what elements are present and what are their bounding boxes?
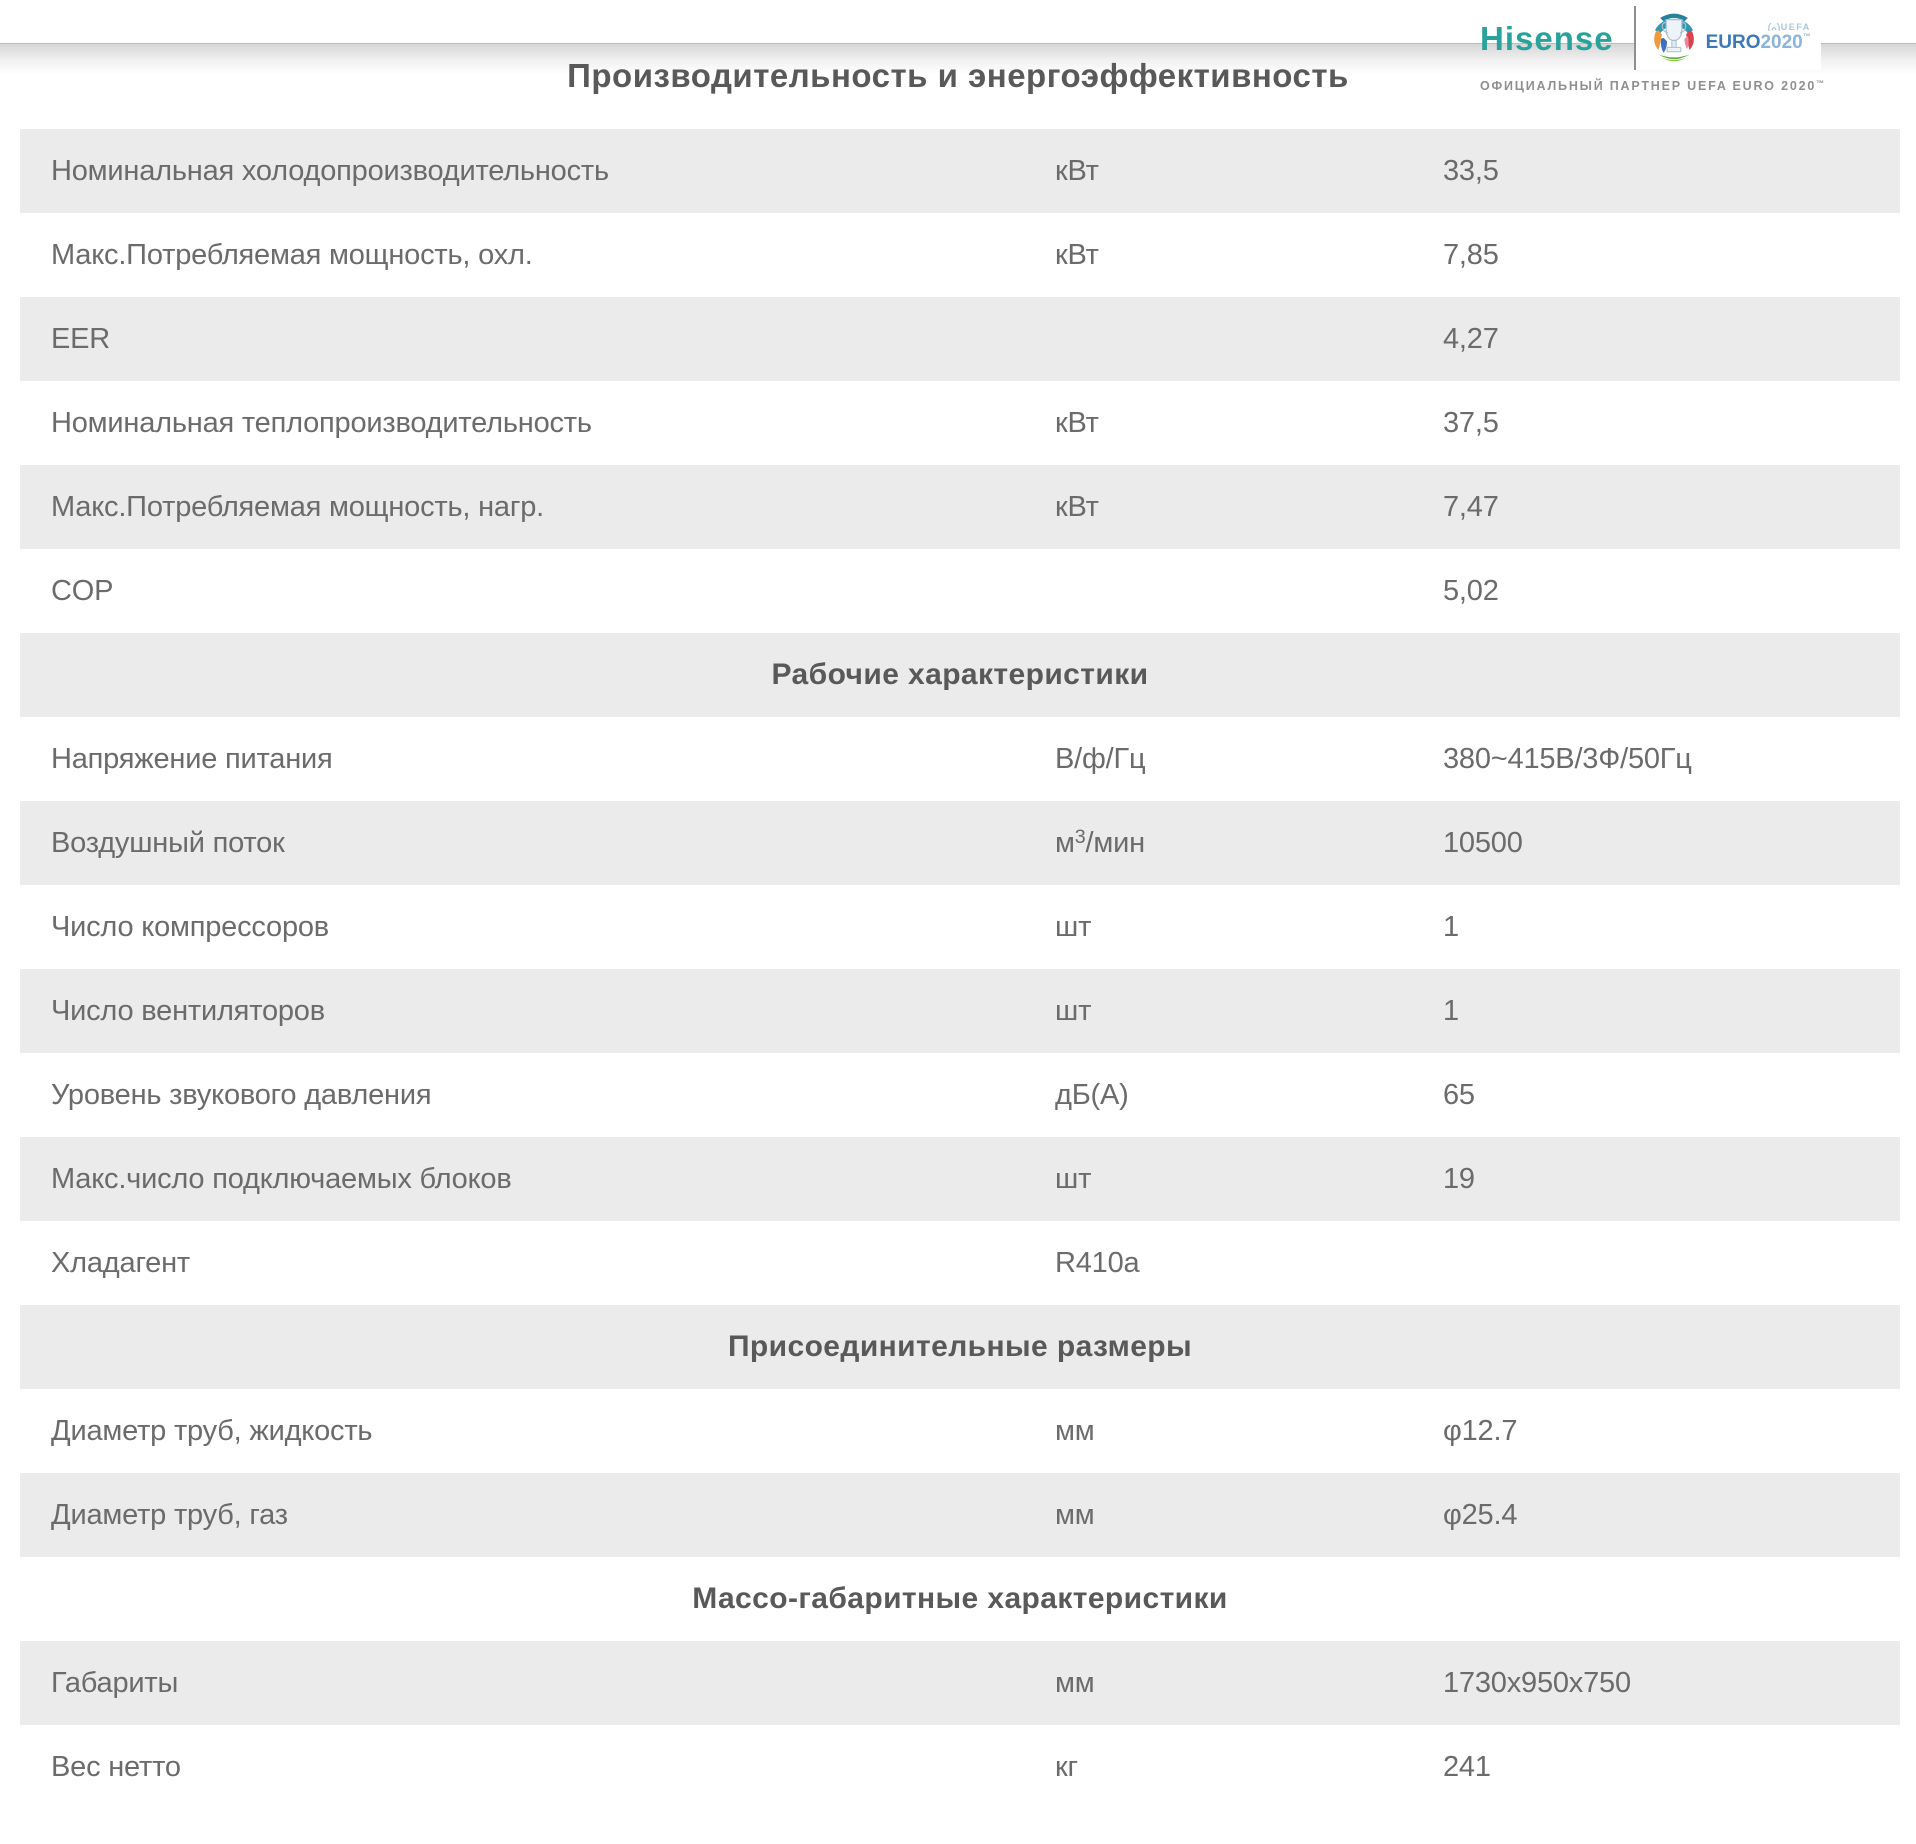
header-divider-rule	[0, 43, 1916, 75]
spec-label: Диаметр труб, жидкость	[51, 1414, 373, 1447]
official-partner-text: ОФИЦИАЛЬНЫЙ ПАРТНЕР UEFA EURO 2020™	[1480, 79, 1825, 93]
spec-value: 65	[1443, 1078, 1475, 1111]
spec-value: 5,02	[1443, 574, 1499, 607]
uefa-euro2020-logo: UEFA EURO2020™	[1633, 6, 1821, 70]
page-title: Производительность и энергоэффективность	[567, 57, 1349, 94]
spec-label: Габариты	[51, 1666, 179, 1699]
spec-value: 380~415В/3Ф/50Гц	[1443, 742, 1692, 775]
section-title: Рабочие характеристики	[771, 658, 1149, 691]
spec-unit: шт	[1055, 1162, 1092, 1195]
table-row: Макс.число подключаемых блоков шт 19	[20, 1137, 1900, 1221]
spec-unit: кг	[1055, 1750, 1078, 1783]
spec-label: Уровень звукового давления	[51, 1078, 432, 1111]
table-row: Макс.Потребляемая мощность, охл. кВт 7,85	[20, 213, 1900, 297]
spec-label: Макс.число подключаемых блоков	[51, 1162, 512, 1195]
spec-label: Макс.Потребляемая мощность, охл.	[51, 238, 533, 271]
uefa-crest-icon: UEFA	[1767, 22, 1811, 32]
euro2020-wordmark: UEFA EURO2020™	[1706, 22, 1811, 52]
table-row: Уровень звукового давления дБ(А) 65	[20, 1053, 1900, 1137]
table-row: Диаметр труб, газ мм φ25.4	[20, 1473, 1900, 1557]
spec-label: Номинальная теплопроизводительность	[51, 406, 592, 439]
spec-label: Напряжение питания	[51, 742, 333, 775]
table-row: Номинальная теплопроизводительность кВт 37…	[20, 381, 1900, 465]
spec-label: Хладагент	[51, 1246, 191, 1279]
table-row: Число компрессоров шт 1	[20, 885, 1900, 969]
spec-label: Воздушный поток	[51, 826, 285, 859]
spec-value: 33,5	[1443, 154, 1499, 187]
table-row: Макс.Потребляемая мощность, нагр. кВт 7,47	[20, 465, 1900, 549]
spec-label: Номинальная холодопроизводительность	[51, 154, 609, 187]
spec-unit: кВт	[1055, 238, 1099, 271]
spec-table: Номинальная холодопроизводительность кВт 3…	[20, 129, 1900, 1809]
table-row: Номинальная холодопроизводительность кВт 3…	[20, 129, 1900, 213]
spec-unit: мм	[1055, 1414, 1095, 1447]
spec-value: φ25.4	[1443, 1498, 1518, 1531]
spec-unit: кВт	[1055, 406, 1099, 439]
spec-unit: мм	[1055, 1666, 1095, 1699]
brand-logos-row: Hisense	[1480, 6, 1821, 70]
euro2020-trophy-icon	[1649, 11, 1698, 62]
spec-unit: кВт	[1055, 154, 1099, 187]
page-header: Hisense	[0, 0, 1916, 129]
spec-unit: м3/мин	[1055, 825, 1145, 859]
spec-value: 7,47	[1443, 490, 1499, 523]
spec-unit: кВт	[1055, 490, 1099, 523]
spec-value: 4,27	[1443, 322, 1499, 355]
table-row: Напряжение питания В/ф/Гц 380~415В/3Ф/50Гц	[20, 717, 1900, 801]
euro2020-text: EURO2020™	[1705, 32, 1811, 53]
spec-label: Вес нетто	[51, 1750, 181, 1783]
section-header-row: Рабочие характеристики	[20, 633, 1900, 717]
section-header-row: Присоединительные размеры	[20, 1305, 1900, 1389]
spec-unit: В/ф/Гц	[1055, 742, 1146, 775]
table-row: Вес нетто кг 241	[20, 1725, 1900, 1809]
spec-value: 1	[1443, 994, 1459, 1027]
spec-label: Число компрессоров	[51, 910, 330, 943]
spec-value: 7,85	[1443, 238, 1499, 271]
table-row: COP 5,02	[20, 549, 1900, 633]
spec-label: Диаметр труб, газ	[51, 1498, 288, 1531]
spec-unit: мм	[1055, 1498, 1095, 1531]
table-row: Габариты мм 1730x950x750	[20, 1641, 1900, 1725]
spec-value: 241	[1443, 1750, 1491, 1783]
table-row: Хладагент R410a	[20, 1221, 1900, 1305]
brand-block: Hisense	[1480, 6, 1825, 93]
table-row: Число вентиляторов шт 1	[20, 969, 1900, 1053]
spec-label: EER	[51, 322, 111, 355]
spec-label: COP	[51, 574, 114, 607]
table-row: Воздушный поток м3/мин 10500	[20, 801, 1900, 885]
spec-value: 10500	[1443, 826, 1523, 859]
section-title: Присоединительные размеры	[727, 1330, 1193, 1363]
spec-value: 37,5	[1443, 406, 1499, 439]
spec-value: 19	[1443, 1162, 1475, 1195]
spec-label: Число вентиляторов	[51, 994, 325, 1027]
section-title: Массо-габаритные характеристики	[692, 1582, 1228, 1615]
spec-value: φ12.7	[1443, 1414, 1518, 1447]
spec-unit: R410a	[1055, 1246, 1140, 1279]
hisense-logo: Hisense	[1480, 19, 1614, 57]
table-row: EER 4,27	[20, 297, 1900, 381]
spec-label: Макс.Потребляемая мощность, нагр.	[51, 490, 544, 523]
table-row: Диаметр труб, жидкость мм φ12.7	[20, 1389, 1900, 1473]
spec-unit: шт	[1055, 994, 1092, 1027]
spec-value: 1	[1443, 910, 1459, 943]
spec-value: 1730x950x750	[1443, 1666, 1631, 1699]
section-header-row: Массо-габаритные характеристики	[20, 1557, 1900, 1641]
spec-unit: шт	[1055, 910, 1092, 943]
spec-unit: дБ(А)	[1055, 1078, 1129, 1111]
